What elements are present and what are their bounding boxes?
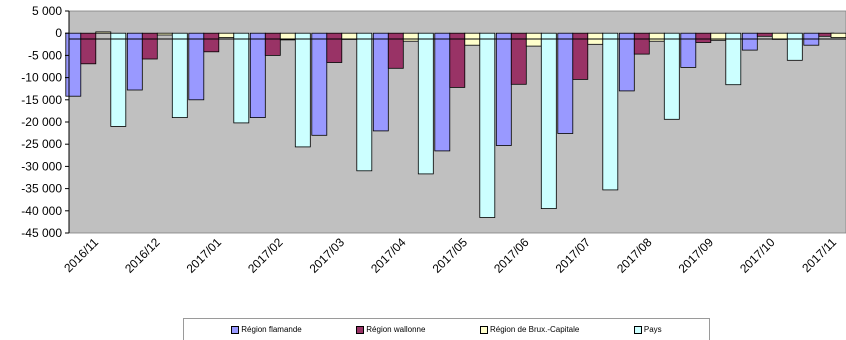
x-tick-label: 2017/04	[368, 235, 409, 276]
bar	[188, 32, 205, 101]
legend-label: Pays	[643, 325, 662, 334]
bar	[80, 32, 97, 65]
y-tick-label: 0	[55, 26, 62, 40]
x-tick-label: 2016/11	[61, 235, 101, 275]
bar	[786, 32, 803, 61]
legend-label: Région flamande	[241, 325, 302, 334]
bar	[156, 32, 173, 36]
bar	[171, 32, 188, 119]
x-tick-label: 2016/12	[122, 235, 163, 276]
x-tick-label: 2017/11	[799, 235, 839, 275]
y-tick-label: -40 000	[21, 204, 62, 218]
bar	[449, 32, 466, 88]
bar	[618, 32, 635, 92]
y-tick-label: -35 000	[21, 182, 62, 196]
bar	[95, 31, 112, 34]
bar	[372, 32, 389, 132]
bar	[264, 32, 281, 56]
legend-item: Région de Brux.-Capitale	[479, 325, 580, 334]
y-axis-ticks: 5 000 0 -5 000 -10 000 -15 000 -20 000 -25 000…	[21, 4, 69, 240]
y-tick-label: -20 000	[21, 115, 62, 129]
bar	[311, 32, 328, 136]
x-tick-label: 2017/07	[553, 235, 594, 276]
bar	[540, 32, 557, 209]
legend-swatch-flamande	[231, 325, 240, 334]
y-tick-label: -5 000	[28, 48, 62, 62]
x-tick-label: 2017/02	[245, 235, 286, 276]
legend-swatch-wallonne	[356, 325, 365, 334]
bar	[65, 32, 82, 97]
bar	[680, 32, 697, 68]
bar	[741, 32, 758, 51]
legend-item: Pays	[633, 325, 662, 334]
bar	[434, 32, 451, 152]
bar	[218, 32, 235, 39]
y-tick-label: -15 000	[21, 93, 62, 107]
legend-swatch-bruxelles	[479, 325, 488, 334]
bar	[233, 32, 250, 124]
legend-item: Région flamande	[231, 325, 302, 334]
bar	[663, 32, 680, 120]
y-tick-label: 5 000	[32, 4, 62, 18]
y-tick-label: -45 000	[21, 226, 62, 240]
y-tick-label: -30 000	[21, 159, 62, 173]
bar	[126, 32, 143, 91]
x-axis-ticks: 2016/11 2016/12 2017/01 2017/02 2017/03 2017/…	[61, 235, 839, 276]
bar	[830, 32, 846, 39]
x-tick-label: 2017/06	[491, 235, 532, 276]
y-tick-label: -25 000	[21, 137, 62, 151]
legend-swatch-pays	[633, 325, 642, 334]
bar	[203, 32, 220, 53]
bar	[510, 32, 527, 85]
bar	[495, 32, 512, 146]
x-tick-label: 2017/09	[676, 235, 717, 276]
bar	[525, 32, 542, 47]
x-tick-label: 2017/01	[184, 235, 225, 276]
bar	[557, 32, 574, 134]
bar	[648, 32, 665, 42]
bar	[294, 32, 311, 148]
bar	[725, 32, 742, 86]
legend: Région flamande Région wallonne Région d…	[183, 318, 710, 340]
x-tick-label: 2017/10	[737, 235, 778, 276]
x-tick-label: 2017/05	[430, 235, 471, 276]
bar	[326, 32, 343, 63]
bar	[695, 32, 712, 43]
bar	[341, 32, 358, 40]
x-tick-label: 2017/08	[614, 235, 655, 276]
legend-label: Région de Brux.-Capitale	[489, 325, 580, 334]
bar	[572, 32, 589, 80]
legend-item: Région wallonne	[356, 325, 425, 334]
y-tick-label: -10 000	[21, 71, 62, 85]
bar	[756, 32, 773, 37]
bar	[479, 32, 496, 218]
bar	[633, 32, 650, 55]
bar	[249, 32, 266, 119]
bar	[771, 32, 788, 40]
legend-label: Région wallonne	[366, 325, 426, 334]
bar	[110, 32, 127, 127]
bar	[602, 32, 619, 191]
bars	[65, 31, 846, 218]
bar	[356, 32, 373, 172]
bar	[141, 32, 158, 60]
x-tick-label: 2017/03	[307, 235, 348, 276]
bar	[387, 32, 404, 69]
bar	[402, 32, 419, 42]
bar	[417, 32, 434, 175]
